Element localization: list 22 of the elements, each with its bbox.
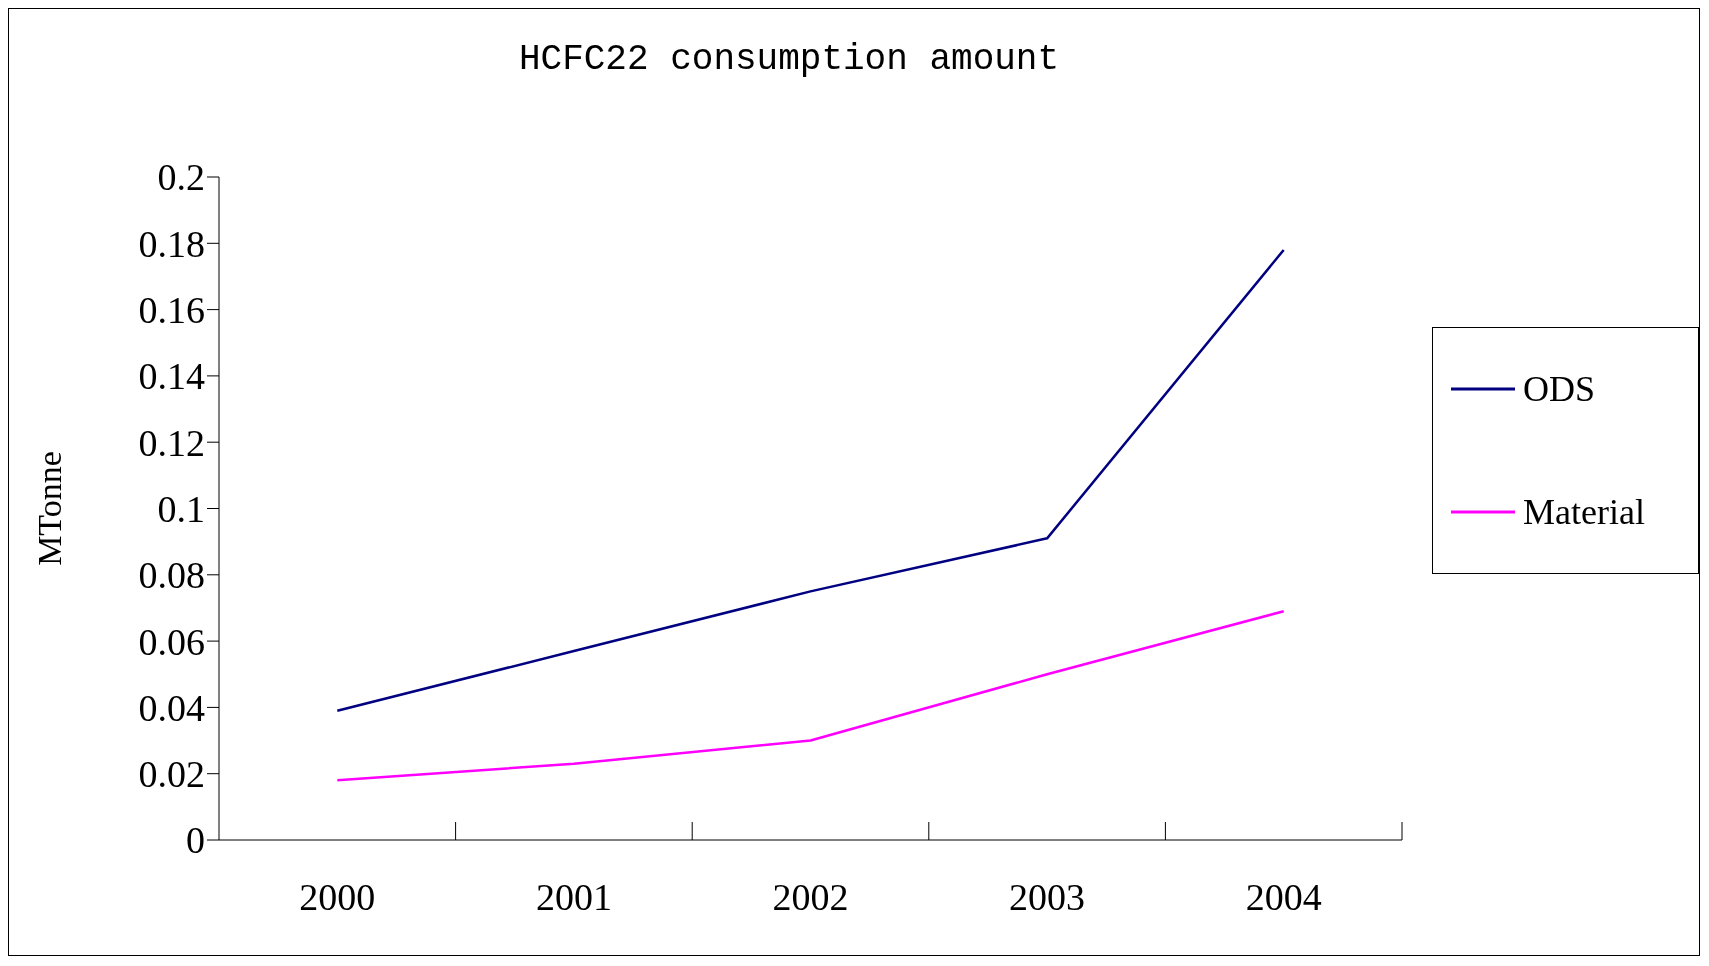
x-tick-label: 2003 [1009,876,1086,918]
chart-title: HCFC22 consumption amount [517,39,1061,80]
y-tick-label: 0.12 [138,421,205,464]
y-tick-label: 0.2 [157,156,205,199]
legend-label: ODS [1523,368,1596,411]
x-tick-label: 2002 [772,876,849,918]
y-tick-label: 0.04 [138,686,205,729]
line-series [336,248,1285,712]
y-tick-label: 0.18 [138,222,205,265]
y-tick-label: 0.16 [138,289,205,332]
y-tick-label: 0.1 [157,487,205,530]
y-tick-label: 0.08 [138,554,205,597]
y-tick-label: 0 [186,819,205,862]
x-tick-label: 2000 [299,876,376,918]
line-series [336,610,1285,782]
x-tick-label: 2001 [535,876,612,918]
y-tick-label: 0.02 [138,753,205,796]
y-axis-title: MTonne [31,451,69,566]
x-tick-label: 2004 [1245,876,1322,918]
y-tick-label: 0.06 [138,620,205,663]
legend-label: Material [1523,490,1645,533]
y-tick-label: 0.14 [138,355,205,398]
